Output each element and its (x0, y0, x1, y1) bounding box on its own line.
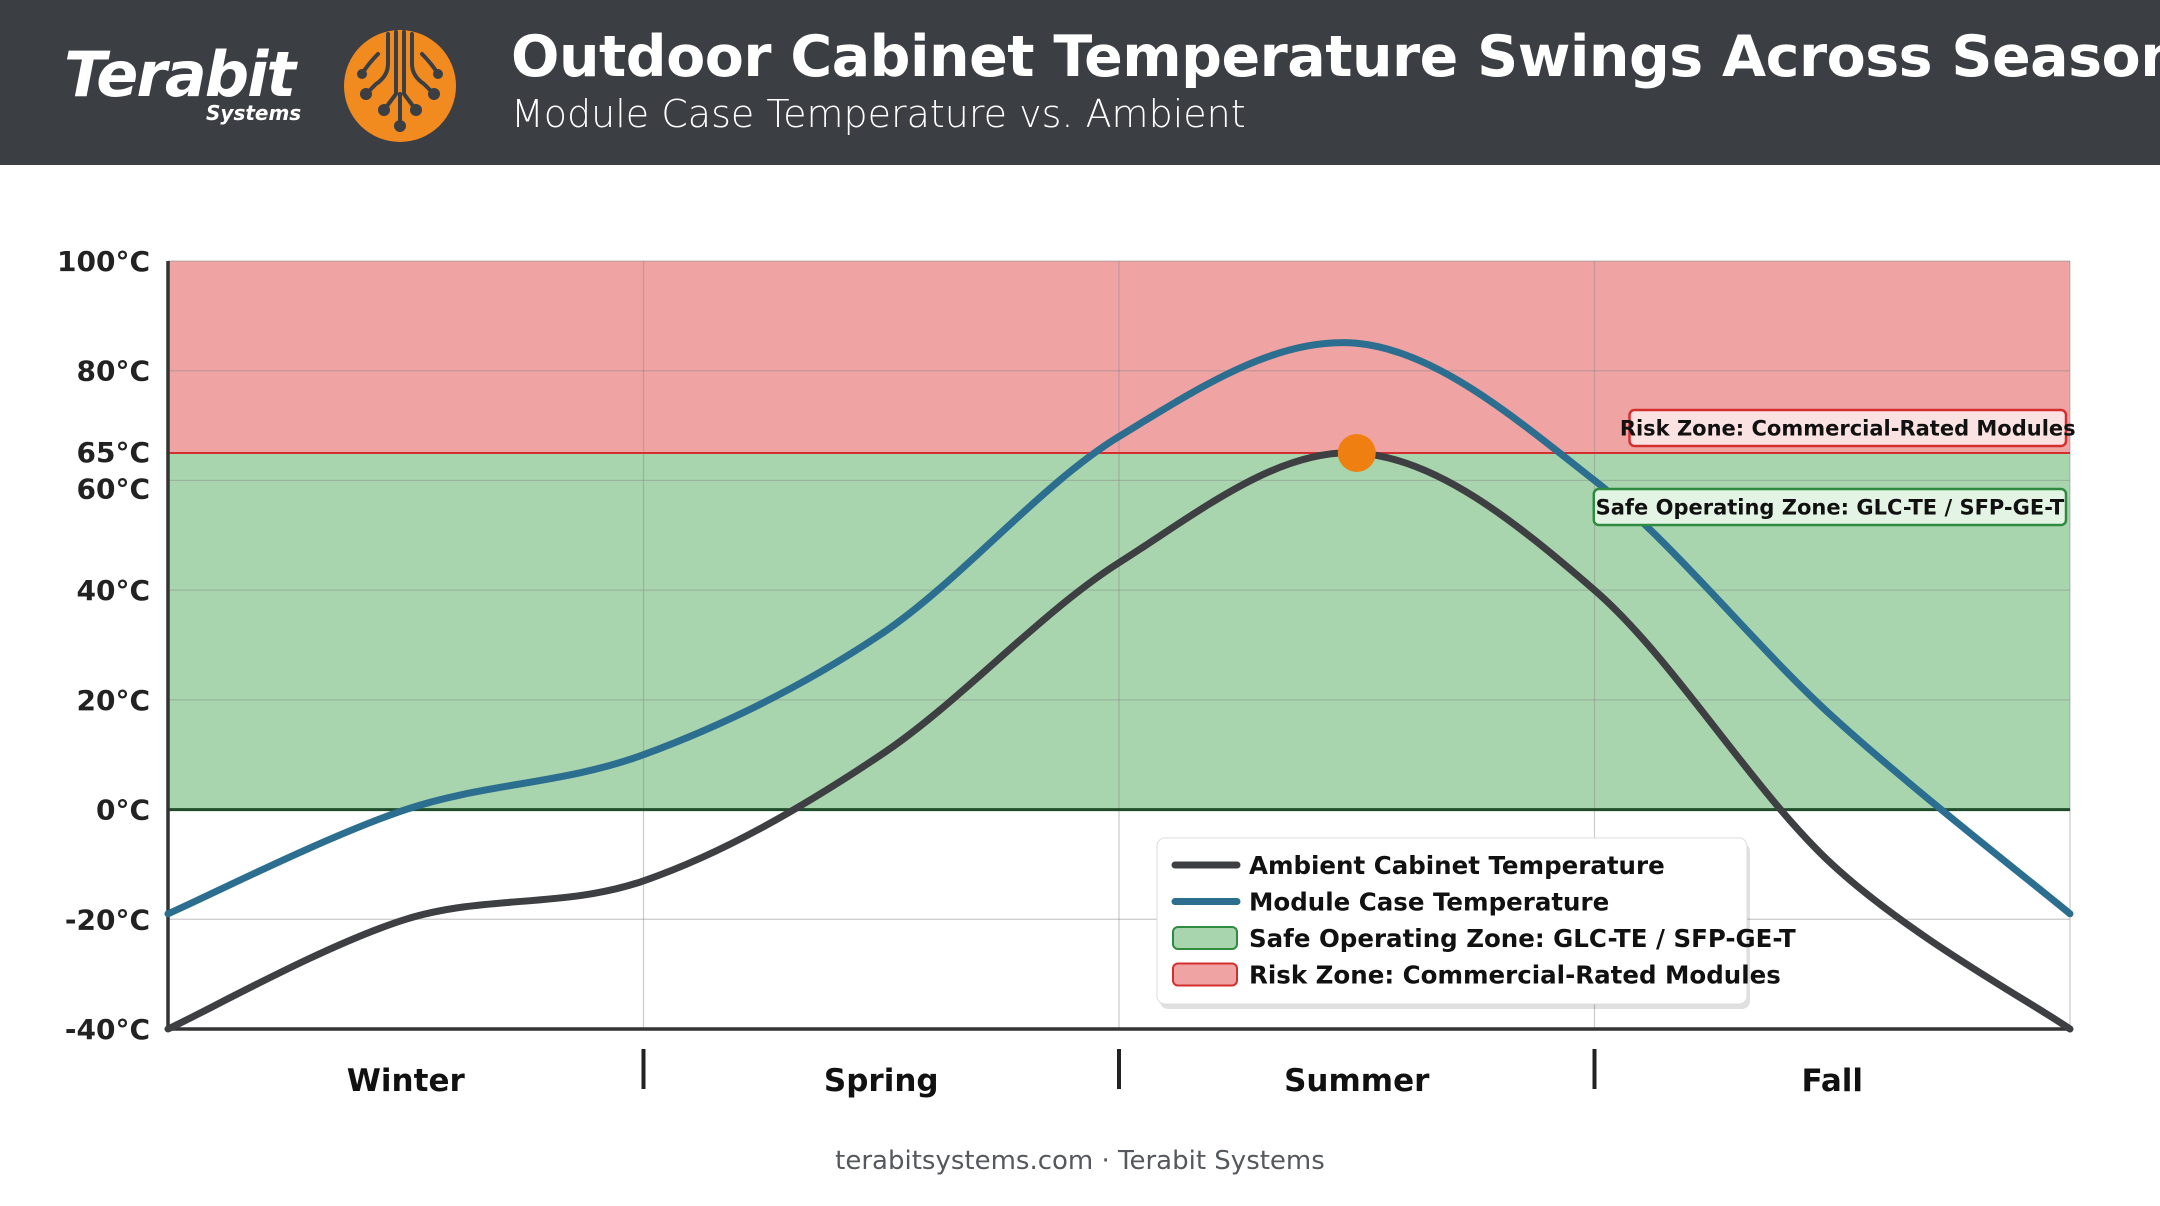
page-title: Outdoor Cabinet Temperature Swings Acros… (511, 24, 2160, 90)
brand-name: Terabit (64, 38, 296, 111)
safe-zone-label-text: Safe Operating Zone: GLC-TE / SFP-GE-T (1596, 496, 2065, 520)
brand-logo-block: Terabit Systems (64, 30, 464, 144)
x-category-label: Summer (1284, 1063, 1430, 1099)
legend-swatch-box (1172, 926, 1238, 950)
ambient-temperature-line (164, 449, 2074, 1033)
legend-entry-label: Safe Operating Zone: GLC-TE / SFP-GE-T (1249, 924, 1796, 953)
lines-layer (164, 339, 2074, 1033)
y-tick-label: -40°C (65, 1013, 150, 1046)
y-tick-label: 20°C (76, 684, 150, 717)
x-category-label: Spring (824, 1063, 939, 1099)
risk-zone-label: Risk Zone: Commercial-Rated Modules (1620, 408, 2076, 448)
axes-layer: 100°C 80°C 65°C60°C 40°C 20°C 0°C -20°C -40°C Wi… (57, 245, 2070, 1099)
y-tick-label: 60°C (76, 472, 150, 505)
risk-zone-label-text: Risk Zone: Commercial-Rated Modules (1620, 417, 2076, 441)
x-category-label: Winter (347, 1063, 466, 1099)
annotations-layer: Risk Zone: Commercial-Rated Modules Safe … (1592, 408, 2076, 527)
safe-zone-label-box (1592, 487, 2068, 527)
brand-sub: Systems (206, 101, 302, 125)
y-tick-label: 65°C (76, 436, 150, 469)
page-subtitle: Module Case Temperature vs. Ambient (511, 92, 1246, 136)
footer-credit: terabitsystems.com · Terabit Systems (835, 1146, 1325, 1176)
y-tick-label: -20°C (65, 903, 150, 936)
legend-swatch-box (1172, 962, 1238, 987)
safe-zone-label: Safe Operating Zone: GLC-TE / SFP-GE-T (1592, 487, 2068, 527)
y-tick-label: 0°C (96, 794, 150, 827)
legend: Ambient Cabinet Temperature Module Case T… (1156, 837, 1796, 1009)
module-case-temperature-line (164, 339, 2074, 918)
legend-entry-label: Ambient Cabinet Temperature (1249, 851, 1665, 880)
y-tick-label: 40°C (76, 574, 150, 607)
circuit-logo-icon (344, 30, 456, 142)
legend-box (1156, 837, 1748, 1005)
peak-marker (1337, 434, 1376, 472)
y-tick-label: 100°C (57, 245, 150, 278)
y-tick-label: 80°C (76, 355, 150, 388)
legend-entry-label: Risk Zone: Commercial-Rated Modules (1249, 961, 1781, 990)
legend-entry-label: Module Case Temperature (1249, 888, 1609, 917)
header-bar: Terabit Systems Outd (0, 0, 2160, 165)
x-category-label: Fall (1801, 1063, 1863, 1099)
risk-zone-label-box (1628, 408, 2068, 448)
